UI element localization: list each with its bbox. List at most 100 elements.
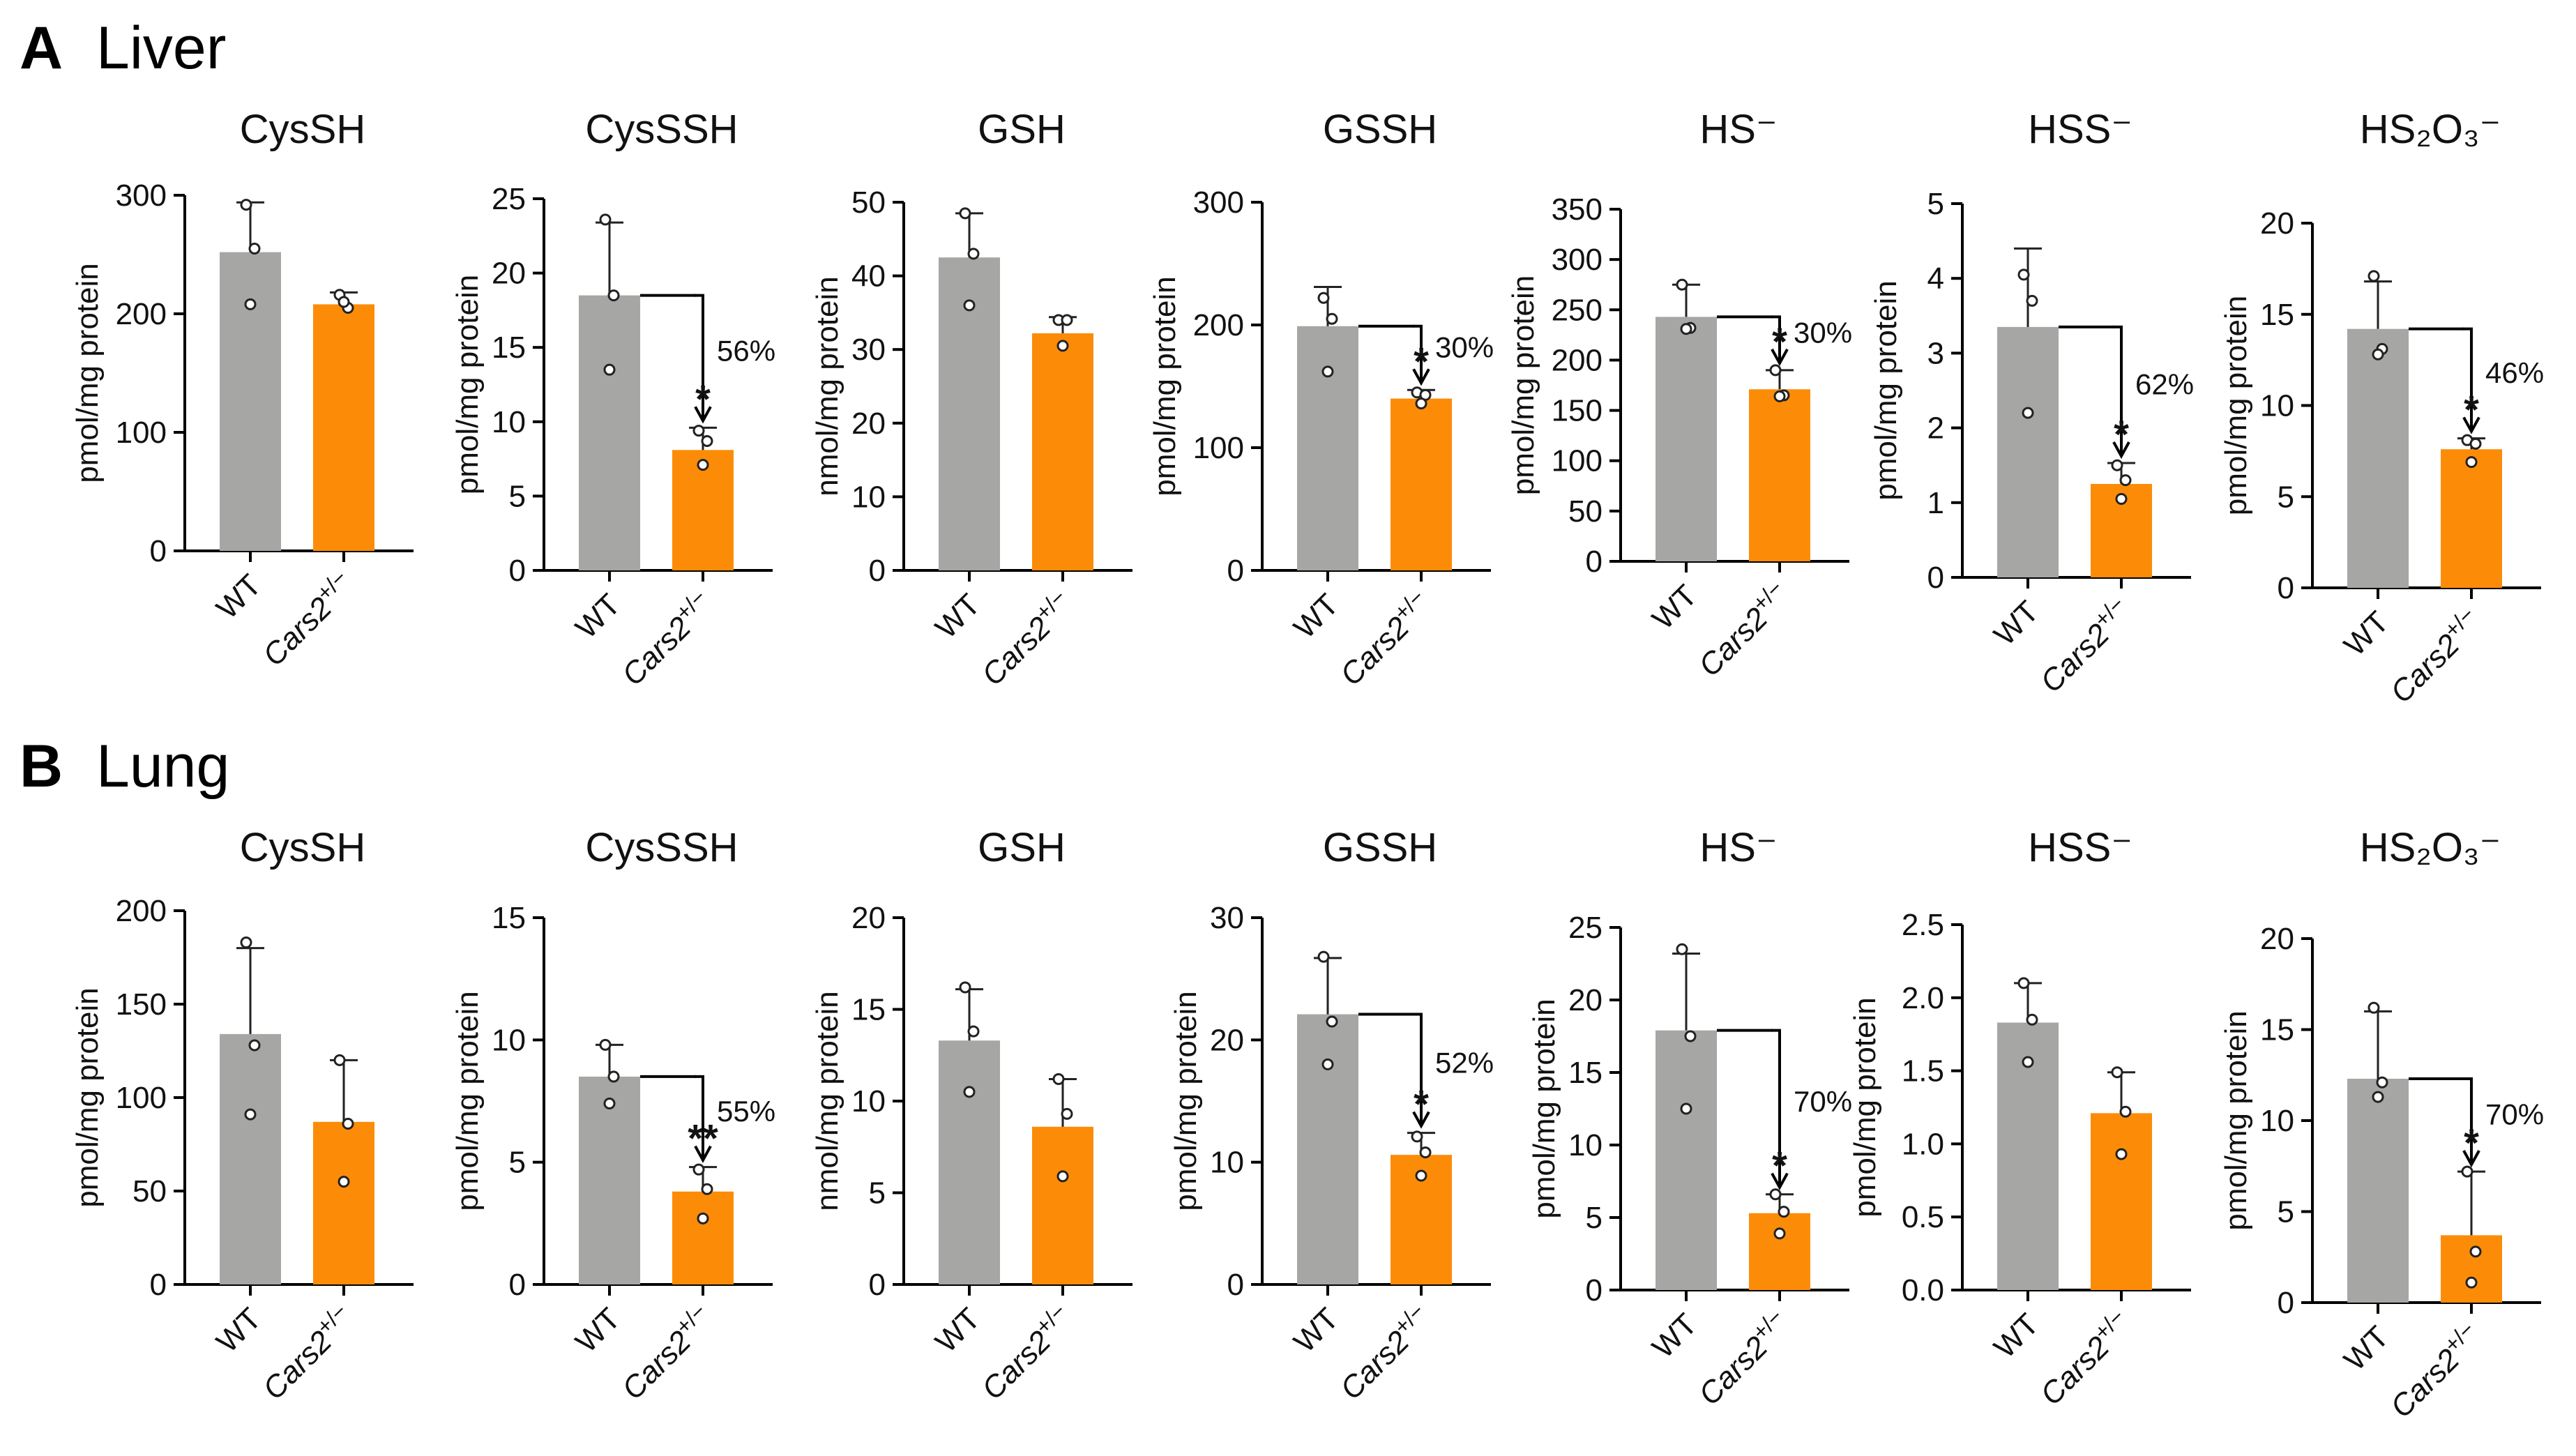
y-tick-label: 300 — [1193, 185, 1244, 220]
y-tick-label: 0.5 — [1902, 1200, 1944, 1234]
data-point — [1684, 1030, 1697, 1042]
data-point — [1326, 312, 1338, 325]
y-tick-label: 0 — [1586, 545, 1603, 579]
data-point — [967, 1025, 980, 1038]
chart-lung-1: CysSH 0 50 100 150 200 pmol/mg protein WTCars2+… — [70, 825, 414, 1406]
y-axis-label: pmol/mg protein — [1848, 997, 1882, 1217]
panel-b-letter: B — [20, 733, 63, 800]
data-point — [1317, 291, 1330, 304]
y-tick-label: 5 — [509, 1146, 526, 1180]
x-label-wt: WT — [2338, 605, 2395, 662]
sig-percent: 56% — [717, 334, 775, 367]
sig-bracket-top — [2409, 1077, 2464, 1080]
sig-percent: 70% — [1794, 1085, 1852, 1118]
x-label-wt: WT — [210, 1301, 268, 1359]
sig-arrow-head — [694, 406, 712, 424]
data-point — [2017, 977, 2030, 989]
y-tick-label: 3 — [1927, 336, 1944, 370]
sig-bracket-top — [640, 294, 696, 297]
bar-cars2 — [313, 304, 374, 551]
x-label-wt: WT — [929, 1301, 987, 1359]
data-point — [1056, 1170, 1069, 1183]
data-point — [2372, 348, 2384, 361]
sig-stars: * — [695, 377, 711, 420]
data-point — [1411, 1130, 1423, 1143]
y-tick-label: 200 — [1552, 343, 1603, 377]
chart-title: HS₂O₃⁻ — [2360, 107, 2501, 152]
sig-stars: * — [2114, 412, 2129, 456]
chart-liver-5: HS⁻ 0 50 100 150 200 250 300 350 pmol/mg protein W… — [1506, 107, 1852, 683]
y-tick-label: 0 — [150, 1268, 167, 1302]
sig-arrow-head — [694, 1145, 712, 1163]
sig-arrow-head — [2462, 1150, 2480, 1168]
y-axis-label: pmol/mg protein — [1169, 991, 1203, 1211]
y-tick-label: 40 — [851, 259, 886, 294]
y-tick-label: 150 — [116, 987, 167, 1022]
sig-stars: * — [1414, 339, 1429, 383]
y-axis-label: pmol/mg protein — [70, 987, 105, 1207]
data-point — [697, 459, 709, 471]
y-tick-label: 10 — [1568, 1128, 1603, 1162]
data-point — [1419, 1146, 1432, 1159]
x-label-cars2: Cars2+/− — [1331, 584, 1439, 692]
y-axis-label: pmol/mg protein — [2219, 296, 2253, 515]
sig-bracket-arrow-line — [695, 294, 704, 418]
data-point — [2461, 1165, 2473, 1178]
sig-stars: * — [1414, 1082, 1429, 1126]
chart-title: CysSSH — [585, 107, 738, 152]
data-point — [967, 248, 980, 260]
sig-arrow-head — [1412, 1111, 1430, 1129]
y-tick-label: 5 — [869, 1176, 886, 1211]
y-axis-label: pmol/mg protein — [1148, 276, 1182, 496]
y-tick-label: 5 — [509, 479, 526, 513]
data-point — [2119, 474, 2132, 487]
data-point — [1326, 1015, 1338, 1028]
y-tick-label: 5 — [2278, 480, 2294, 514]
bar-cars2 — [1032, 1126, 1093, 1284]
data-point — [240, 936, 252, 949]
data-point — [1321, 1058, 1334, 1070]
data-point — [2465, 1276, 2478, 1289]
y-tick-label: 0 — [1227, 554, 1244, 588]
data-point — [2111, 1066, 2123, 1079]
y-tick-label: 150 — [1552, 394, 1603, 428]
sig-bracket-arrow-line — [2113, 325, 2123, 453]
chart-title: HSS⁻ — [2028, 107, 2132, 152]
bar-wt — [579, 295, 640, 570]
data-point — [2469, 1245, 2482, 1258]
x-label-wt: WT — [1646, 578, 1704, 636]
data-point — [963, 299, 976, 312]
bar-wt — [1656, 317, 1717, 561]
chart-title: CysSSH — [585, 825, 738, 870]
sig-bracket-arrow-line — [1771, 315, 1781, 361]
y-axis-label: pmol/mg protein — [450, 275, 485, 494]
data-point — [1773, 390, 1786, 402]
sig-arrow-head — [1771, 348, 1789, 367]
y-tick-label: 10 — [851, 1084, 886, 1118]
sig-percent: 46% — [2485, 356, 2544, 389]
x-label-cars2: Cars2+/− — [972, 584, 1080, 692]
data-point — [603, 363, 616, 376]
y-tick-label: 50 — [1568, 494, 1603, 529]
data-point — [1052, 1072, 1065, 1085]
y-axis-label: pmol/mg protein — [2219, 1010, 2253, 1230]
y-tick-label: 0 — [150, 534, 167, 568]
bar-cars2 — [1749, 389, 1810, 561]
x-label-cars2: Cars2+/− — [972, 1298, 1080, 1406]
panel-b-name: Lung — [96, 733, 229, 800]
data-point — [2465, 456, 2478, 469]
y-tick-label: 20 — [1568, 983, 1603, 1017]
bar-wt — [1297, 326, 1358, 570]
y-tick-label: 10 — [2260, 1104, 2294, 1138]
data-point — [1061, 314, 1073, 326]
y-tick-label: 10 — [851, 480, 886, 514]
sig-bracket-top — [640, 1075, 696, 1078]
x-label-cars2: Cars2+/− — [612, 584, 720, 692]
sig-stars: ** — [688, 1116, 718, 1160]
panel-b-header: B Lung — [20, 733, 229, 800]
y-tick-label: 25 — [1568, 911, 1603, 945]
data-point — [1061, 1107, 1073, 1120]
